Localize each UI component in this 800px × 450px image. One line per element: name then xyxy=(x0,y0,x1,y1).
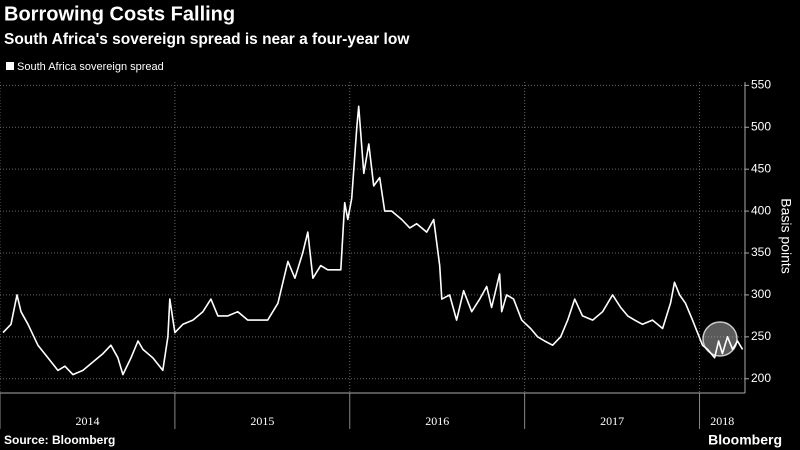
y-tick-label: 400 xyxy=(751,203,771,217)
x-tick-label: 2017 xyxy=(600,414,624,428)
line xyxy=(2,105,744,376)
y-tick-label: 450 xyxy=(751,161,771,175)
annotation-circle xyxy=(702,321,738,357)
x-tick-label: 2014 xyxy=(75,414,99,428)
y-tick-label: 250 xyxy=(751,329,771,343)
y-tick-label: 550 xyxy=(751,78,771,92)
y-tick-label: 350 xyxy=(751,245,771,259)
chart-title: Borrowing Costs Falling xyxy=(4,3,235,25)
legend-swatch xyxy=(6,62,14,70)
x-tick-label: 2018 xyxy=(710,414,734,428)
chart-subtitle: South Africa's sovereign spread is near … xyxy=(4,31,410,48)
brand: Bloomberg xyxy=(708,432,782,448)
source: Source: Bloomberg xyxy=(4,433,115,447)
y-axis-label: Basis points xyxy=(778,198,794,273)
y-tick-label: 500 xyxy=(751,119,771,133)
legend-label: South Africa sovereign spread xyxy=(17,61,164,73)
y-tick-label: 200 xyxy=(751,371,771,385)
y-tick-label: 300 xyxy=(751,287,771,301)
x-tick-label: 2015 xyxy=(250,414,274,428)
x-tick-label: 2016 xyxy=(425,414,449,428)
